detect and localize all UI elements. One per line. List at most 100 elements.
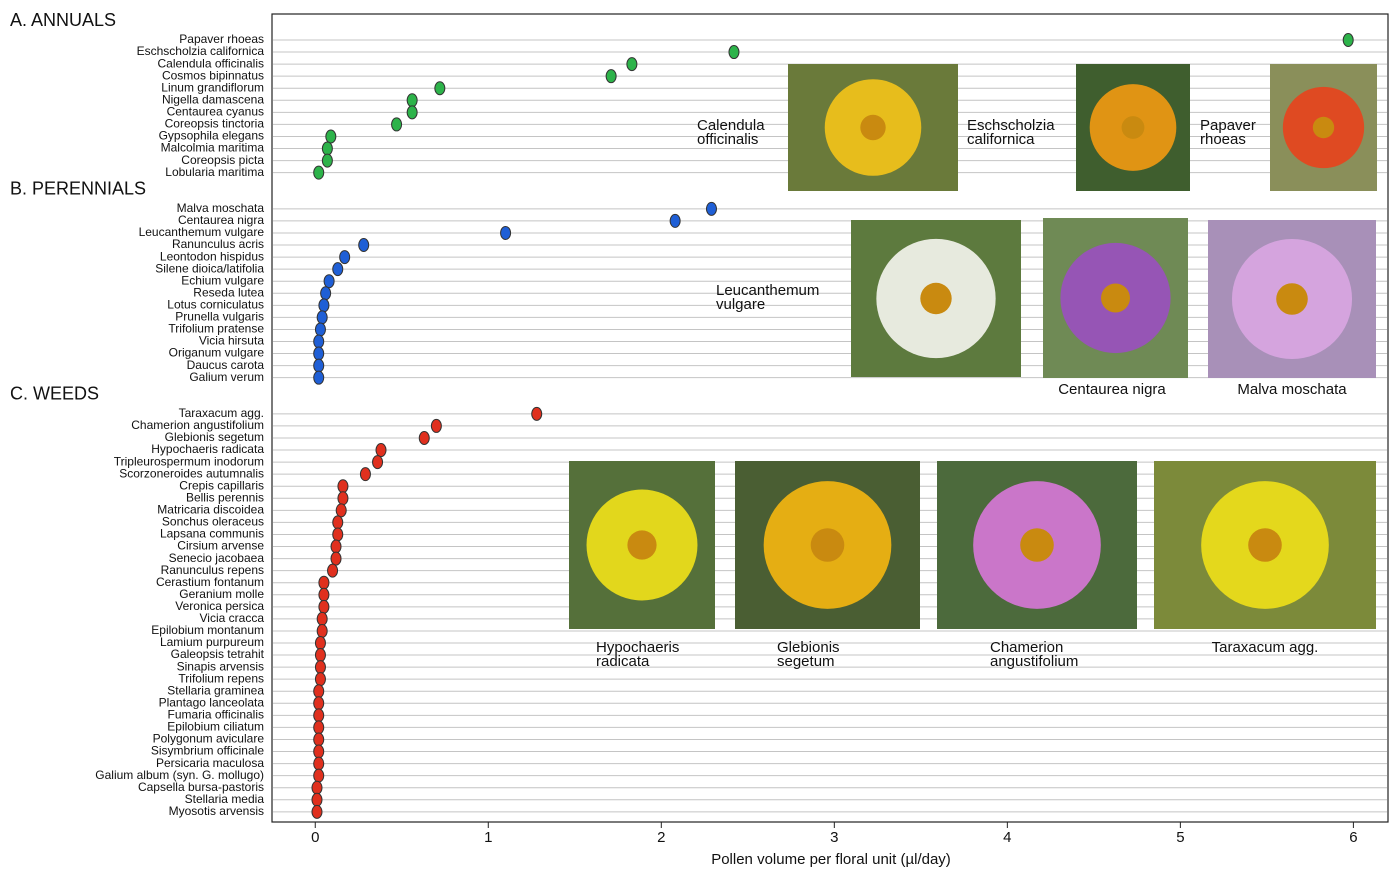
dot	[705, 201, 717, 216]
category-label: Eschscholzia californica	[137, 44, 265, 58]
category-label: Prunella vulgaris	[175, 310, 264, 324]
category-label: Origanum vulgare	[169, 346, 265, 360]
photo-caption: officinalis	[697, 131, 758, 148]
category-label: Galeopsis tetrahit	[171, 647, 265, 661]
dot	[330, 539, 342, 554]
dot	[434, 81, 446, 96]
dot	[332, 515, 344, 530]
category-label: Myosotis arvensis	[169, 804, 264, 818]
category-label: Linum grandiflorum	[161, 80, 264, 94]
category-label: Persicaria maculosa	[156, 756, 264, 770]
category-label: Trifolium pratense	[168, 322, 264, 336]
category-label: Tripleurospermum inodorum	[114, 454, 264, 468]
photo-caption: rhoeas	[1200, 131, 1246, 148]
category-label: Calendula officinalis	[157, 56, 264, 70]
dot	[332, 527, 344, 542]
photo-caption: segetum	[777, 653, 835, 670]
photo-caption: Leucanthemum	[716, 282, 819, 299]
dot	[669, 213, 681, 228]
photo-caption: radicata	[596, 653, 650, 670]
photo-flower-center	[1101, 283, 1130, 313]
category-label: Echium vulgare	[181, 273, 264, 287]
dot	[1342, 33, 1354, 47]
x-tick-label: 1	[484, 829, 492, 846]
category-label: Glebionis segetum	[165, 430, 264, 444]
category-label: Lapsana communis	[160, 527, 264, 541]
dot	[314, 648, 326, 663]
dot	[313, 756, 325, 771]
dot	[313, 696, 325, 711]
category-label: Polygonum aviculare	[153, 732, 265, 746]
photo-caption: Calendula	[697, 117, 765, 134]
category-label: Plantago lanceolata	[159, 695, 265, 709]
dot	[605, 69, 617, 84]
photo-flower-center	[1121, 116, 1145, 139]
dot	[391, 117, 403, 132]
dot	[318, 587, 330, 602]
category-label: Fumaria officinalis	[168, 708, 264, 722]
photo-flower-center	[860, 114, 886, 141]
dot	[313, 768, 325, 783]
photo-caption: angustifolium	[990, 653, 1078, 670]
dot	[406, 93, 418, 108]
dot	[314, 322, 326, 337]
category-label: Cerastium fontanum	[156, 575, 264, 589]
category-label: Capsella bursa-pastoris	[138, 780, 264, 794]
category-label: Scorzoneroides autumnalis	[119, 466, 264, 480]
category-label: Ranunculus acris	[172, 237, 264, 251]
dot	[321, 153, 333, 168]
category-label: Reseda lutea	[193, 285, 264, 299]
category-label: Centaurea cyanus	[167, 105, 264, 119]
category-label: Lamium purpureum	[160, 635, 264, 649]
section-header: B. PERENNIALS	[10, 179, 146, 199]
dot	[321, 141, 333, 156]
x-tick-label: 3	[830, 829, 838, 846]
x-tick-label: 2	[657, 829, 665, 846]
dot	[318, 298, 330, 313]
dot	[337, 491, 349, 506]
category-label: Malva moschata	[177, 201, 265, 215]
dot	[314, 660, 326, 675]
dot	[339, 250, 351, 265]
dot	[325, 129, 337, 144]
photo-caption: Chamerion	[990, 639, 1063, 656]
dot	[430, 418, 442, 433]
photo-flower-center	[627, 530, 657, 560]
dot	[337, 479, 349, 494]
x-tick-label: 4	[1003, 829, 1011, 846]
category-label: Coreopsis tinctoria	[165, 117, 265, 131]
dot	[327, 563, 339, 578]
dot	[372, 455, 384, 470]
photo-caption: Centaurea nigra	[1058, 381, 1166, 398]
dot	[332, 262, 344, 277]
dot	[314, 672, 326, 687]
photo-flower-center	[920, 282, 952, 315]
dot	[311, 780, 323, 795]
dot	[313, 684, 325, 699]
x-tick-label: 6	[1349, 829, 1357, 846]
dot	[311, 804, 323, 819]
photo-caption: vulgare	[716, 296, 765, 313]
category-label: Vicia cracca	[200, 611, 265, 625]
dot	[313, 334, 325, 349]
category-label: Silene dioica/latifolia	[155, 261, 264, 275]
x-tick-label: 0	[311, 829, 319, 846]
photo-flower-center	[1312, 116, 1335, 139]
category-label: Stellaria graminea	[167, 683, 264, 697]
dot	[626, 57, 638, 72]
category-label: Sonchus oleraceus	[162, 515, 264, 529]
category-label: Crepis capillaris	[179, 478, 264, 492]
photo-flower-center	[1276, 283, 1308, 315]
dot	[358, 238, 370, 253]
dot	[313, 358, 325, 373]
category-label: Daucus carota	[187, 358, 265, 372]
x-tick-label: 5	[1176, 829, 1184, 846]
dot	[313, 708, 325, 723]
dot	[375, 443, 387, 458]
photo-flower-center	[1248, 528, 1282, 562]
category-label: Veronica persica	[175, 599, 264, 613]
category-label: Lotus corniculatus	[167, 297, 264, 311]
photo-flower-center	[810, 528, 845, 562]
dot	[320, 286, 332, 301]
dot	[313, 346, 325, 361]
